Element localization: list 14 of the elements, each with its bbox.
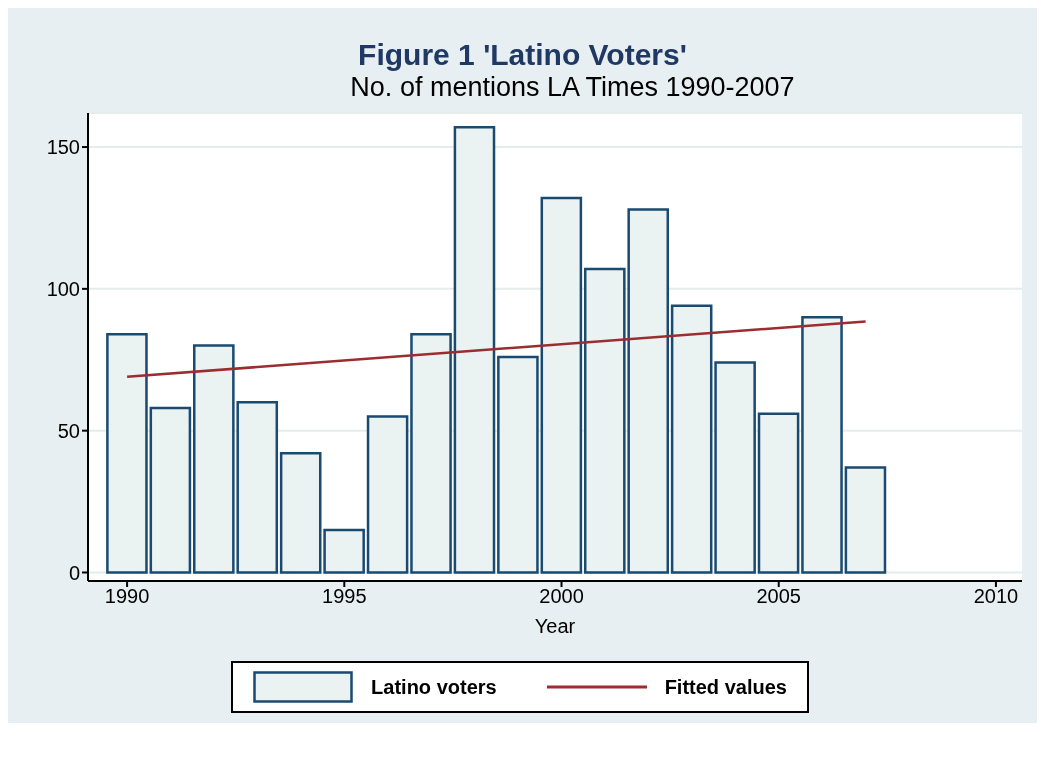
y-tick-label: 50 [57,419,80,442]
x-tick-label: 1995 [322,585,367,608]
x-tick-label: 2000 [539,585,584,608]
y-tick-label: 150 [46,136,80,159]
x-axis-title: Year [534,615,576,637]
y-tick-label: 0 [68,561,80,584]
legend-label: Latino voters [371,675,497,699]
x-tick-label: 2005 [756,585,801,608]
y-tick-label: 100 [46,277,80,300]
x-tick-label: 1990 [104,585,150,608]
legend-label: Fitted values [664,675,787,699]
chart-subtitle: No. of mentions LA Times 1990-2007 [349,72,796,103]
x-tick-label: 2010 [973,585,1019,608]
chart-title: Figure 1 'Latino Voters' [357,38,688,72]
